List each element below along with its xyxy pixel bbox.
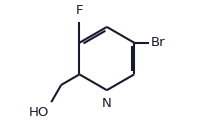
Text: Br: Br [151, 36, 165, 49]
Text: N: N [102, 97, 112, 110]
Text: F: F [76, 4, 83, 17]
Text: HO: HO [29, 106, 49, 119]
